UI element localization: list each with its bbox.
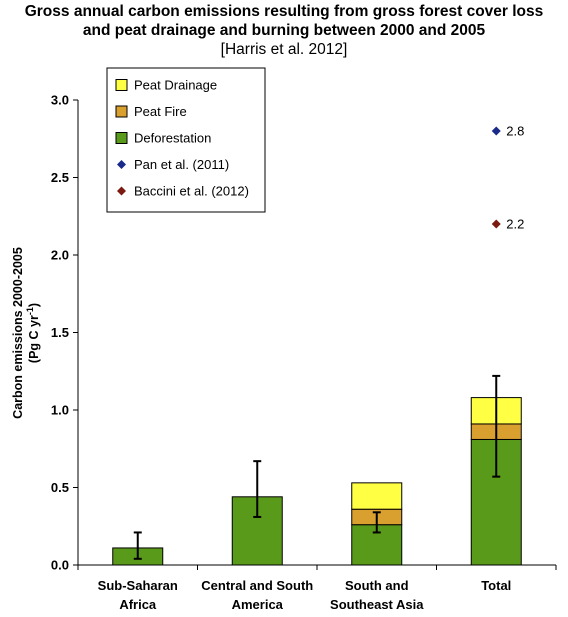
chart-title-line-1: Gross annual carbon emissions resulting … bbox=[24, 3, 544, 20]
y-axis-label-line-1: Carbon emissions 2000-2005 bbox=[11, 247, 25, 419]
y-tick-label: 3.0 bbox=[51, 93, 69, 108]
legend-label: Peat Drainage bbox=[134, 78, 217, 93]
bar-peat-drainage bbox=[351, 482, 403, 510]
point-value-label: 2.2 bbox=[506, 217, 524, 232]
y-tick-label: 0.0 bbox=[51, 558, 69, 573]
legend-label: Deforestation bbox=[134, 131, 211, 146]
x-category-label: Sub-Saharan bbox=[98, 578, 178, 593]
legend-label: Pan et al. (2011) bbox=[134, 157, 229, 172]
point-baccini-et-al-2012- bbox=[491, 219, 501, 229]
legend-swatch bbox=[115, 79, 128, 91]
x-category-label: Central and South bbox=[201, 578, 313, 593]
y-tick-label: 2.5 bbox=[51, 170, 69, 185]
x-category-label: Africa bbox=[119, 597, 157, 612]
y-axis-label: Carbon emissions 2000-2005 (Pg C yr-1) bbox=[11, 247, 41, 419]
y-axis-label-unit: (Pg C yr-1) bbox=[25, 303, 41, 363]
x-category-label: Total bbox=[481, 578, 511, 593]
x-category-label: South and bbox=[345, 578, 409, 593]
legend-box bbox=[106, 67, 266, 213]
x-category-label: America bbox=[232, 597, 284, 612]
point-value-label: 2.8 bbox=[506, 124, 524, 139]
chart-subtitle: [Harris et al. 2012] bbox=[220, 41, 348, 58]
legend-swatch bbox=[115, 105, 128, 118]
y-tick-label: 1.0 bbox=[51, 403, 69, 418]
y-tick-label: 1.5 bbox=[51, 325, 69, 340]
legend-marker bbox=[117, 160, 126, 169]
point-pan-et-al-2011- bbox=[491, 126, 501, 136]
legend-swatch bbox=[115, 132, 128, 144]
y-tick-label: 0.5 bbox=[51, 480, 69, 495]
legend-label: Baccini et al. (2012) bbox=[134, 184, 249, 199]
legend-marker bbox=[117, 186, 126, 196]
chart-title-line-2: and peat drainage and burning between 20… bbox=[82, 22, 486, 39]
y-tick-label: 2.0 bbox=[51, 248, 69, 263]
x-category-label: Southeast Asia bbox=[330, 597, 424, 612]
legend-label: Peat Fire bbox=[134, 104, 187, 119]
